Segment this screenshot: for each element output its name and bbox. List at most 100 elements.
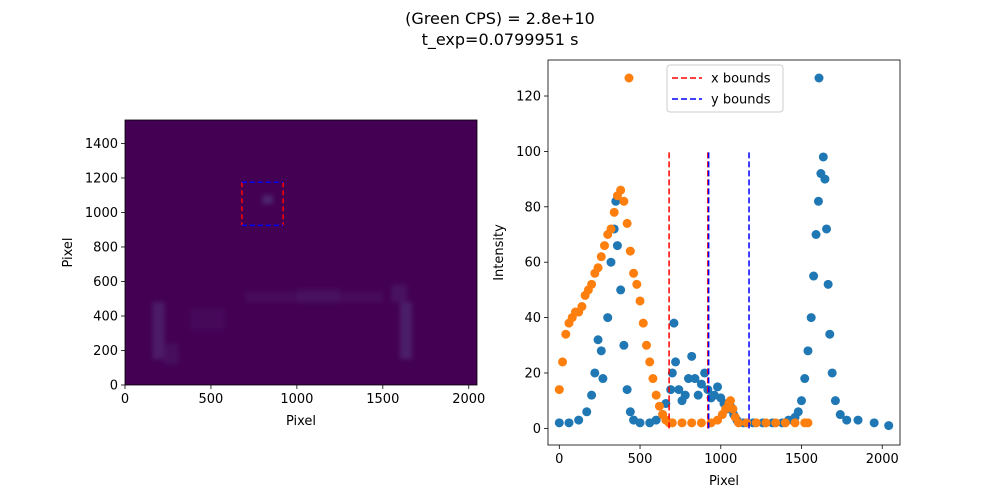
scatter-panel: 0 500 1000 1500 2000 0 20 40 60 80 100 120 Pixel Inte… bbox=[492, 59, 901, 489]
heatmap-ytick-label: 400 bbox=[93, 309, 118, 324]
orange-series-point bbox=[632, 279, 642, 289]
blue-series-point bbox=[667, 368, 677, 378]
blue-series-point bbox=[593, 335, 603, 345]
blue-series-point bbox=[809, 271, 819, 281]
scatter-legend: x bounds y bounds bbox=[624, 64, 824, 113]
orange-series-point bbox=[600, 241, 610, 251]
scatter-frame bbox=[547, 59, 901, 446]
orange-series-point bbox=[629, 268, 639, 278]
orange-series-point bbox=[790, 418, 800, 428]
blue-series-point bbox=[820, 174, 830, 184]
orange-series-point bbox=[641, 340, 651, 350]
blue-series-point bbox=[582, 407, 592, 417]
heatmap-xtick-label: 0 bbox=[121, 392, 129, 407]
blue-series-point bbox=[564, 418, 574, 428]
scatter-series-1 bbox=[554, 185, 813, 428]
blue-series-point bbox=[803, 346, 813, 356]
scatter-ytick-label: 20 bbox=[524, 366, 541, 381]
orange-series-point bbox=[751, 418, 761, 428]
scatter-ytick-label: 100 bbox=[516, 145, 541, 160]
heatmap-ytick-label: 600 bbox=[93, 275, 118, 290]
blue-series-point bbox=[666, 385, 676, 395]
orange-series-point bbox=[554, 385, 564, 395]
heatmap-glow bbox=[152, 195, 413, 365]
blue-series-point bbox=[616, 285, 626, 295]
heatmap-ytick-label: 1400 bbox=[85, 137, 118, 152]
blue-series-point bbox=[683, 374, 693, 384]
scatter-ylabel: Intensity bbox=[492, 224, 507, 281]
orange-series-point bbox=[771, 418, 781, 428]
blue-series-point bbox=[700, 368, 710, 378]
orange-series-point bbox=[654, 401, 664, 411]
heatmap-ytick-label: 800 bbox=[93, 240, 118, 255]
orange-series-point bbox=[651, 390, 661, 400]
heatmap-ytick-label: 1000 bbox=[85, 206, 118, 221]
blue-series-point bbox=[554, 418, 564, 428]
orange-series-point bbox=[593, 263, 603, 273]
legend-orange-marker bbox=[624, 73, 634, 83]
scatter-ytick-label: 0 bbox=[533, 422, 541, 437]
blue-series-point bbox=[603, 313, 613, 323]
orange-series-point bbox=[734, 418, 744, 428]
orange-series-point bbox=[587, 279, 597, 289]
scatter-xtick-label: 500 bbox=[628, 452, 653, 467]
blue-series-point bbox=[830, 396, 840, 406]
orange-series-point bbox=[609, 207, 619, 217]
orange-series-point bbox=[619, 196, 629, 206]
orange-series-point bbox=[577, 302, 587, 312]
orange-series-point bbox=[687, 418, 697, 428]
orange-series-point bbox=[645, 357, 655, 367]
orange-series-point bbox=[667, 418, 677, 428]
blue-series-point bbox=[587, 390, 597, 400]
blue-series-point bbox=[853, 415, 863, 425]
blue-series-point bbox=[818, 152, 828, 162]
orange-series-point bbox=[558, 357, 568, 367]
legend-label-x-bounds: x bounds bbox=[711, 72, 771, 87]
blue-series-point bbox=[797, 396, 807, 406]
orange-series-point bbox=[780, 418, 790, 428]
scatter-ytick-label: 80 bbox=[524, 200, 541, 215]
orange-series-point bbox=[803, 418, 813, 428]
legend-blue-marker bbox=[814, 73, 824, 83]
heatmap-xtick-label: 1500 bbox=[366, 392, 399, 407]
blue-series-point bbox=[574, 415, 584, 425]
heatmap-xlabel: Pixel bbox=[286, 414, 316, 429]
blue-series-point bbox=[687, 351, 697, 361]
orange-series-point bbox=[725, 396, 735, 406]
heatmap-ytick-label: 200 bbox=[93, 344, 118, 359]
blue-series-point bbox=[674, 385, 684, 395]
orange-series-point bbox=[648, 374, 658, 384]
blue-series-point bbox=[622, 385, 632, 395]
heatmap-ytick-label: 0 bbox=[110, 379, 118, 394]
legend-label-y-bounds: y bounds bbox=[711, 93, 771, 108]
blue-series-point bbox=[884, 421, 894, 431]
scatter-ytick-label: 120 bbox=[516, 90, 541, 105]
blue-series-point bbox=[806, 313, 816, 323]
blue-series-point bbox=[793, 407, 803, 417]
blue-series-point bbox=[651, 415, 661, 425]
orange-series-point bbox=[696, 418, 706, 428]
scatter-ytick-label: 60 bbox=[524, 256, 541, 271]
heatmap-ylabel: Pixel bbox=[61, 237, 76, 267]
blue-series-point bbox=[590, 368, 600, 378]
scatter-series-0 bbox=[554, 152, 894, 431]
orange-series-point bbox=[625, 246, 635, 256]
blue-series-point bbox=[596, 346, 606, 356]
blue-series-point bbox=[671, 357, 681, 367]
blue-series-point bbox=[813, 196, 823, 206]
blue-series-point bbox=[822, 224, 832, 234]
orange-series-point bbox=[606, 224, 616, 234]
blue-series-point bbox=[835, 410, 845, 420]
blue-series-point bbox=[669, 318, 679, 328]
blue-series-point bbox=[625, 407, 635, 417]
scatter-plot-area bbox=[554, 151, 894, 431]
blue-series-point bbox=[612, 241, 622, 251]
blue-series-point bbox=[619, 340, 629, 350]
blue-series-point bbox=[713, 382, 723, 392]
blue-series-point bbox=[696, 379, 706, 389]
blue-series-point bbox=[842, 415, 852, 425]
blue-series-point bbox=[811, 229, 821, 239]
blue-series-point bbox=[606, 257, 616, 267]
blue-series-point bbox=[827, 368, 837, 378]
